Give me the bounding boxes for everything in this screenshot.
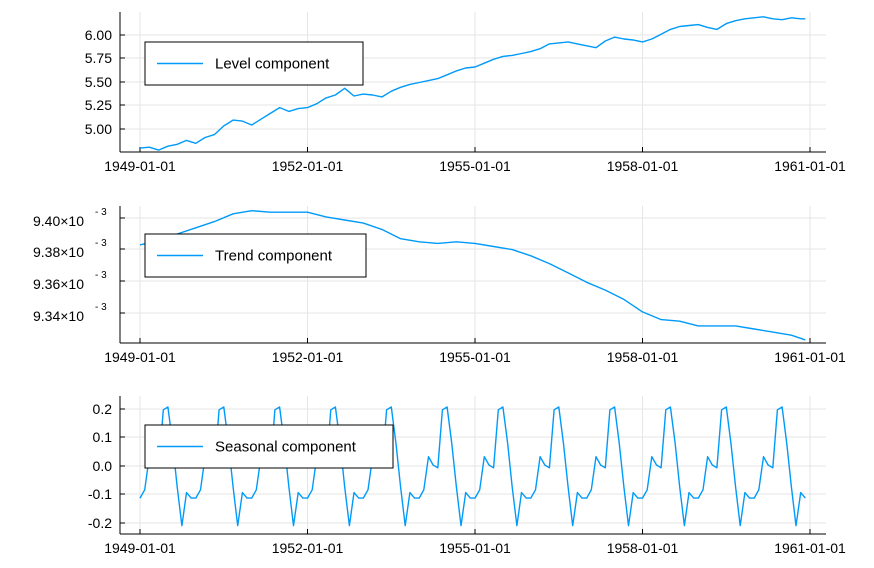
y-tick-label: 9.34×10	[33, 308, 84, 324]
legend: Seasonal component	[144, 424, 394, 469]
y-tick-exponent: - 3	[95, 270, 107, 281]
series-line	[139, 406, 806, 527]
x-tick-label: 1955-01-01	[439, 540, 511, 556]
y-tick-label: 9.40×10	[33, 213, 84, 229]
x-tick-label: 1952-01-01	[272, 349, 344, 365]
y-tick-label: -0.1	[88, 486, 112, 502]
x-tick-label: 1961-01-01	[774, 158, 846, 174]
y-tick-label: 0.1	[93, 429, 113, 445]
legend-label: Seasonal component	[215, 439, 357, 456]
y-tick-label: 5.75	[85, 50, 112, 66]
x-tick-label: 1952-01-01	[272, 540, 344, 556]
y-tick-label: 0.0	[93, 458, 113, 474]
x-tick-label: 1958-01-01	[607, 349, 679, 365]
panel-1: 1949-01-01 1952-01-01 1955-01-01 1958-01-01…	[85, 12, 846, 174]
x-tick-label: 1949-01-01	[104, 158, 176, 174]
x-tick-label: 1955-01-01	[439, 349, 511, 365]
y-tick-label: 6.00	[85, 27, 112, 43]
x-tick-label: 1961-01-01	[774, 540, 846, 556]
series-line	[139, 210, 806, 341]
x-tick-label: 1958-01-01	[607, 158, 679, 174]
x-tick-label: 1955-01-01	[439, 158, 511, 174]
x-tick-label: 1949-01-01	[104, 349, 176, 365]
series-line	[139, 16, 806, 151]
x-tick-label: 1961-01-01	[774, 349, 846, 365]
y-tick-label: 5.00	[85, 121, 112, 137]
y-tick-label: 5.50	[85, 74, 112, 90]
y-tick-label: 5.25	[85, 97, 112, 113]
legend: Level component	[144, 41, 364, 86]
legend-label: Trend component	[215, 248, 333, 265]
panel-3: 1949-01-01 1952-01-01 1955-01-01 1958-01-01…	[88, 396, 846, 556]
y-tick-exponent: - 3	[95, 207, 107, 218]
y-tick-label: 9.36×10	[33, 276, 84, 292]
y-tick-label: -0.2	[88, 515, 112, 531]
y-tick-label: 0.2	[93, 401, 113, 417]
x-tick-label: 1949-01-01	[104, 540, 176, 556]
x-tick-label: 1958-01-01	[607, 540, 679, 556]
legend-label: Level component	[215, 56, 330, 73]
panel-2: 1949-01-01 1952-01-01 1955-01-01 1958-01-01…	[33, 206, 846, 365]
y-tick-label: 9.38×10	[33, 244, 84, 260]
y-tick-exponent: - 3	[95, 302, 107, 313]
y-tick-exponent: - 3	[95, 238, 107, 249]
x-tick-label: 1952-01-01	[272, 158, 344, 174]
legend: Trend component	[144, 233, 367, 278]
